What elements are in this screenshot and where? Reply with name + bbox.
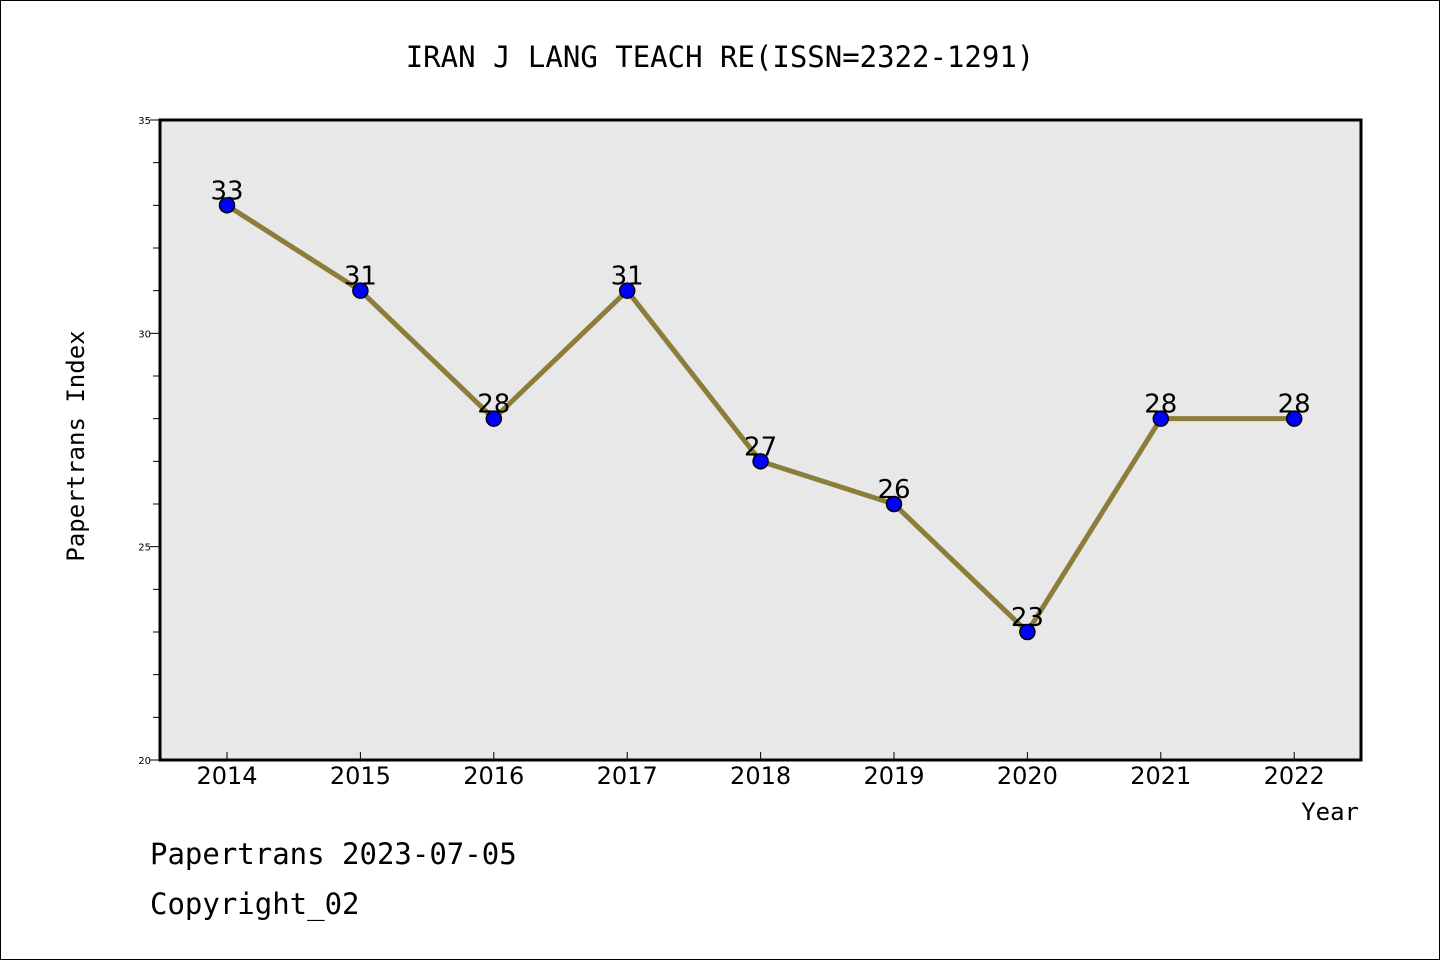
data-label: 28 bbox=[477, 390, 510, 420]
y-tick-label: 20 bbox=[138, 756, 151, 767]
x-axis: 2014 2015 2016 2017 2018 2019 2020 2021 2022 bbox=[196, 752, 1325, 790]
footer-copyright: Copyright_02 bbox=[150, 887, 360, 922]
data-point bbox=[1285, 410, 1303, 427]
y-tick-label: 30 bbox=[138, 329, 151, 340]
y-tick-label: 25 bbox=[138, 543, 151, 554]
y-axis-label: Papertrans Index bbox=[62, 330, 90, 561]
x-tick-label: 2021 bbox=[1130, 762, 1191, 790]
data-label: 27 bbox=[744, 432, 777, 462]
data-point bbox=[485, 410, 503, 427]
data-point bbox=[352, 282, 369, 299]
data-point bbox=[618, 282, 636, 299]
data-label: 26 bbox=[877, 475, 910, 505]
data-label: 23 bbox=[1011, 603, 1044, 633]
x-tick-label: 2014 bbox=[196, 762, 257, 790]
x-tick-label: 2017 bbox=[597, 762, 658, 790]
y-tick-label: 35 bbox=[138, 116, 151, 127]
x-tick-label: 2016 bbox=[463, 762, 524, 790]
x-tick-label: 2018 bbox=[730, 762, 791, 790]
data-point bbox=[1152, 410, 1170, 427]
x-tick-label: 2022 bbox=[1264, 762, 1325, 790]
footer-source: Papertrans 2023-07-05 bbox=[150, 837, 517, 871]
x-tick-label: 2020 bbox=[997, 762, 1058, 790]
data-label: 31 bbox=[611, 262, 644, 292]
series-line-group: 33 31 28 31 27 26 23 28 28 bbox=[210, 176, 1311, 641]
data-point bbox=[885, 495, 903, 513]
x-tick-label: 2019 bbox=[863, 762, 924, 790]
x-tick-label: 2015 bbox=[330, 762, 391, 790]
data-label: 28 bbox=[1144, 390, 1177, 420]
y-axis: 20 25 30 35 bbox=[138, 116, 160, 767]
plot-area bbox=[158, 118, 1363, 762]
x-axis-label: Year bbox=[1301, 798, 1359, 826]
data-label: 31 bbox=[344, 262, 377, 292]
data-point bbox=[1019, 623, 1036, 641]
data-point bbox=[218, 197, 236, 214]
data-point bbox=[752, 453, 769, 470]
data-label: 33 bbox=[210, 176, 243, 206]
chart-title: IRAN J LANG TEACH RE(ISSN=2322-1291) bbox=[406, 40, 1035, 74]
data-label: 28 bbox=[1278, 390, 1311, 420]
